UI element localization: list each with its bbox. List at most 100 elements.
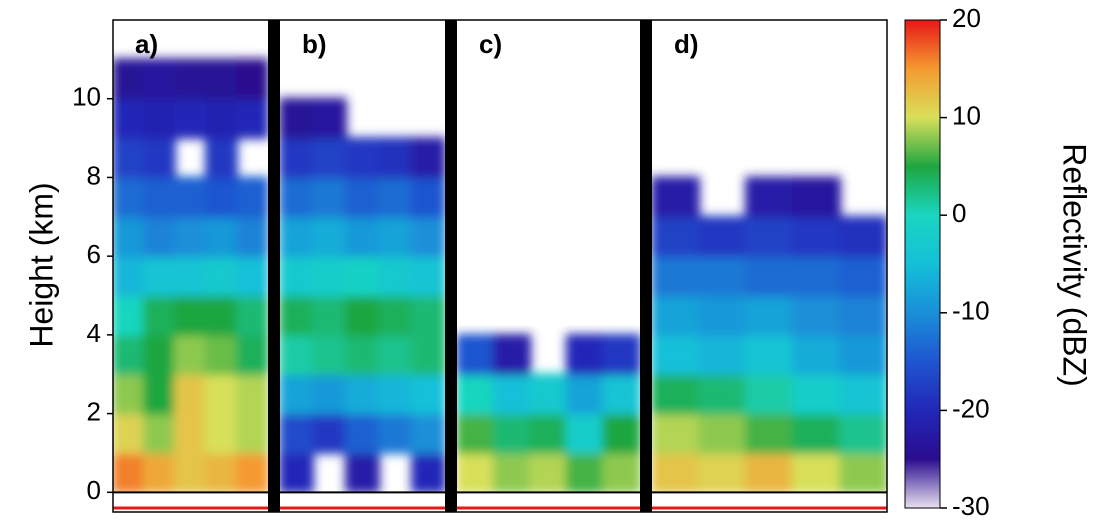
cell xyxy=(839,255,887,297)
cell xyxy=(236,294,268,336)
cell xyxy=(113,176,145,218)
cell xyxy=(205,255,238,297)
cell xyxy=(652,333,700,376)
cell xyxy=(839,412,887,454)
cell xyxy=(602,373,640,415)
cell xyxy=(565,412,605,454)
cell xyxy=(378,412,413,454)
cell xyxy=(280,412,314,454)
cell xyxy=(143,373,176,415)
cell xyxy=(745,255,794,297)
cell xyxy=(113,373,145,415)
cell xyxy=(113,451,145,493)
panel-field-blur xyxy=(113,58,268,493)
cell xyxy=(236,451,268,493)
cell xyxy=(280,255,314,297)
cell xyxy=(839,451,887,493)
cell xyxy=(280,373,314,415)
cell xyxy=(411,451,445,493)
cell xyxy=(312,176,347,218)
cell xyxy=(602,451,640,493)
cell xyxy=(378,176,413,218)
y-tick-label: 4 xyxy=(87,318,101,348)
cell xyxy=(236,176,268,218)
cell xyxy=(457,412,495,454)
panel-field xyxy=(113,58,268,493)
cell xyxy=(529,412,568,454)
cell xyxy=(236,373,268,415)
cell xyxy=(792,451,841,493)
cell xyxy=(411,333,445,376)
cell xyxy=(312,215,347,258)
cell xyxy=(378,137,413,179)
panel-label: a) xyxy=(135,29,158,59)
cell xyxy=(312,412,347,454)
panel-field xyxy=(457,333,640,493)
cell xyxy=(529,373,568,415)
cell xyxy=(745,333,794,376)
cell xyxy=(205,451,238,493)
cell xyxy=(174,58,207,100)
cell xyxy=(312,137,347,179)
cell xyxy=(113,412,145,454)
cell xyxy=(792,176,841,218)
cell xyxy=(492,412,532,454)
cell xyxy=(698,333,747,376)
cell xyxy=(565,451,605,493)
cell xyxy=(839,294,887,336)
cell xyxy=(652,373,700,415)
cell xyxy=(411,137,445,179)
cell xyxy=(280,137,314,179)
panel-field xyxy=(280,97,445,493)
cell xyxy=(205,373,238,415)
panel-field xyxy=(652,176,887,493)
cell xyxy=(143,137,176,179)
cell xyxy=(312,333,347,376)
colorbar-tick-label: -20 xyxy=(952,393,990,423)
cell xyxy=(280,97,314,140)
cell xyxy=(205,215,238,258)
cell xyxy=(205,294,238,336)
cell xyxy=(698,215,747,258)
cell xyxy=(143,215,176,258)
cell xyxy=(143,294,176,336)
cell xyxy=(411,373,445,415)
colorbar xyxy=(904,19,941,509)
cell xyxy=(345,176,380,218)
cell xyxy=(792,215,841,258)
cell xyxy=(113,58,145,100)
cell xyxy=(698,451,747,493)
colorbar-tick-label: 0 xyxy=(952,198,966,228)
cell xyxy=(457,451,495,493)
cell xyxy=(457,333,495,376)
y-tick-label: 2 xyxy=(87,396,101,426)
cell xyxy=(174,412,207,454)
cell xyxy=(745,373,794,415)
cell xyxy=(174,176,207,218)
cell xyxy=(745,215,794,258)
cell xyxy=(411,255,445,297)
cell xyxy=(652,176,700,218)
cell xyxy=(565,373,605,415)
cell xyxy=(652,451,700,493)
cell xyxy=(113,137,145,179)
panel-label: d) xyxy=(674,29,699,59)
panel-field-blur xyxy=(280,97,445,493)
cell xyxy=(411,294,445,336)
cell xyxy=(411,412,445,454)
cell xyxy=(113,294,145,336)
cell xyxy=(236,412,268,454)
cell xyxy=(411,176,445,218)
cell xyxy=(205,412,238,454)
cell xyxy=(174,333,207,376)
cell xyxy=(280,294,314,336)
cell xyxy=(529,451,568,493)
cell xyxy=(378,255,413,297)
cell xyxy=(378,294,413,336)
colorbar-tick-label: 20 xyxy=(952,3,981,33)
cell xyxy=(345,333,380,376)
cell xyxy=(280,215,314,258)
cell xyxy=(205,333,238,376)
cell xyxy=(378,333,413,376)
